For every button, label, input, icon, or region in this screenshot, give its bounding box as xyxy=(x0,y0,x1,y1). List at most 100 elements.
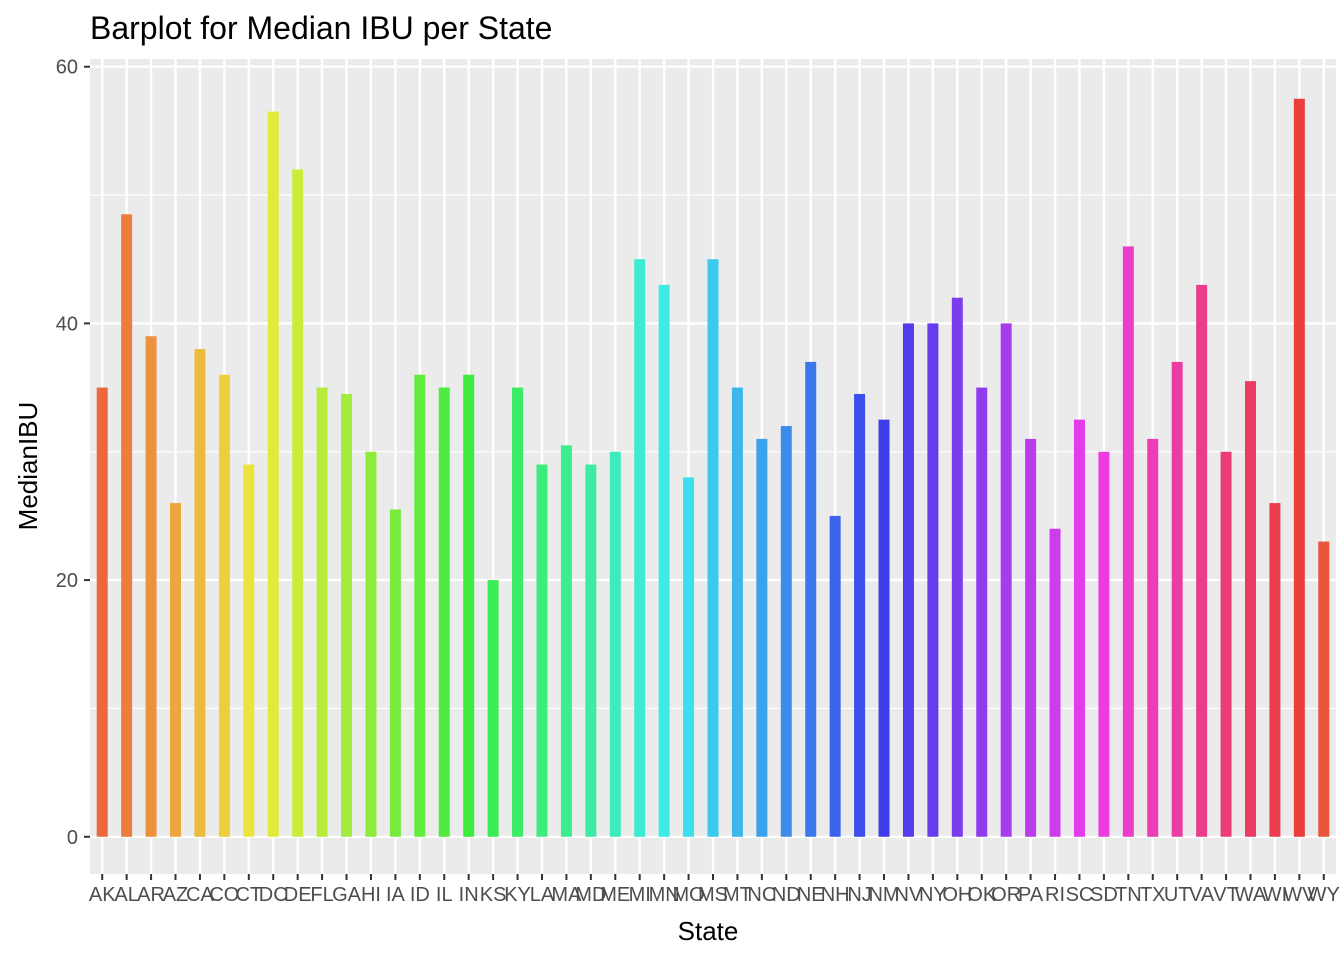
x-tick-label: NY xyxy=(919,884,947,906)
bar-il xyxy=(438,387,450,837)
x-tick-label: KS xyxy=(480,884,507,906)
x-tick-label: DE xyxy=(284,884,312,906)
bar-tx xyxy=(1147,438,1159,837)
x-tick-label: WA xyxy=(1235,884,1267,906)
y-axis-title: MedianIBU xyxy=(13,402,43,531)
x-tick-label: MI xyxy=(629,884,651,906)
x-tick-label: ID xyxy=(410,884,430,906)
x-tick-label: DC xyxy=(259,884,288,906)
bar-wy xyxy=(1318,541,1330,837)
bar-az xyxy=(170,503,182,837)
x-tick-label: SC xyxy=(1066,884,1094,906)
bar-co xyxy=(218,374,230,837)
bar-ia xyxy=(389,509,401,837)
x-tick-label: GA xyxy=(332,884,362,906)
bar-ky xyxy=(512,387,524,837)
bar-mo xyxy=(683,477,695,837)
bar-wv xyxy=(1293,98,1305,837)
x-tick-label: MO xyxy=(672,884,704,906)
x-tick-label: CO xyxy=(209,884,239,906)
bar-mt xyxy=(731,387,743,837)
x-tick-label: PA xyxy=(1018,884,1044,906)
bar-ok xyxy=(976,387,988,837)
x-tick-label: MS xyxy=(698,884,728,906)
bar-ak xyxy=(96,387,108,837)
bar-tn xyxy=(1122,246,1134,837)
bar-wi xyxy=(1269,503,1281,837)
bar-ct xyxy=(243,464,255,837)
bar-hi xyxy=(365,451,377,837)
bar-sd xyxy=(1098,451,1110,837)
bar-wa xyxy=(1244,381,1256,837)
x-tick-label: SD xyxy=(1090,884,1118,906)
x-tick-label: NH xyxy=(821,884,850,906)
x-tick-label: MT xyxy=(723,884,752,906)
x-tick-label: TN xyxy=(1115,884,1142,906)
x-tick-label: WY xyxy=(1308,884,1340,906)
bar-nc xyxy=(756,438,768,837)
x-tick-label: NE xyxy=(797,884,825,906)
bars xyxy=(96,98,1330,837)
x-tick-label: AK xyxy=(89,884,116,906)
y-tick-label: 0 xyxy=(67,827,78,849)
x-tick-label: UT xyxy=(1164,884,1191,906)
x-tick-label: FL xyxy=(310,884,333,906)
x-tick-label: OR xyxy=(991,884,1021,906)
x-tick-label: OK xyxy=(967,884,997,906)
bar-de xyxy=(292,169,304,837)
x-tick-label: IN xyxy=(459,884,479,906)
y-tick-label: 60 xyxy=(56,57,78,79)
bar-dc xyxy=(267,111,279,837)
bar-ne xyxy=(805,361,817,837)
x-axis-title: State xyxy=(678,916,739,946)
x-tick-label: ME xyxy=(600,884,630,906)
x-tick-label: VA xyxy=(1189,884,1215,906)
x-tick-label: CA xyxy=(186,884,214,906)
x-tick-label: RI xyxy=(1045,884,1065,906)
bar-id xyxy=(414,374,426,837)
x-tick-label: OH xyxy=(942,884,972,906)
bar-ga xyxy=(341,393,353,837)
bar-in xyxy=(463,374,475,837)
x-tick-label: MA xyxy=(551,884,582,906)
x-tick-label: HI xyxy=(361,884,381,906)
x-tick-label: IL xyxy=(436,884,453,906)
x-tick-label: AR xyxy=(137,884,165,906)
x-tick-label: WV xyxy=(1283,884,1316,906)
bar-me xyxy=(609,451,621,837)
bar-la xyxy=(536,464,548,837)
x-tick-label: WI xyxy=(1263,884,1287,906)
bar-mi xyxy=(634,259,646,837)
x-tick-label: IA xyxy=(386,884,406,906)
x-tick-label: VT xyxy=(1213,884,1239,906)
bar-oh xyxy=(951,297,963,837)
bar-ma xyxy=(560,445,572,837)
bar-fl xyxy=(316,387,328,837)
x-tick-label: AZ xyxy=(163,884,189,906)
bar-nm xyxy=(878,419,890,837)
y-axis: 0 20 40 60 xyxy=(56,57,90,849)
x-tick-label: NC xyxy=(747,884,776,906)
bar-or xyxy=(1000,323,1012,837)
x-tick-label: CT xyxy=(235,884,262,906)
bar-nd xyxy=(780,426,792,837)
x-tick-label: NJ xyxy=(847,884,871,906)
bar-ar xyxy=(145,336,157,837)
bar-ut xyxy=(1171,361,1183,837)
x-tick-label: KY xyxy=(504,884,531,906)
bar-al xyxy=(121,214,133,837)
bar-va xyxy=(1196,284,1208,837)
x-tick-label: TX xyxy=(1140,884,1166,906)
x-tick-label: NM xyxy=(868,884,899,906)
y-tick-label: 40 xyxy=(56,313,78,335)
chart-title: Barplot for Median IBU per State xyxy=(90,10,552,46)
x-tick-label: MN xyxy=(649,884,680,906)
x-tick-label: NV xyxy=(895,884,923,906)
bar-nj xyxy=(854,393,866,837)
x-tick-label: LA xyxy=(530,884,555,906)
bar-ms xyxy=(707,259,719,837)
bar-md xyxy=(585,464,597,837)
bar-nh xyxy=(829,515,841,837)
